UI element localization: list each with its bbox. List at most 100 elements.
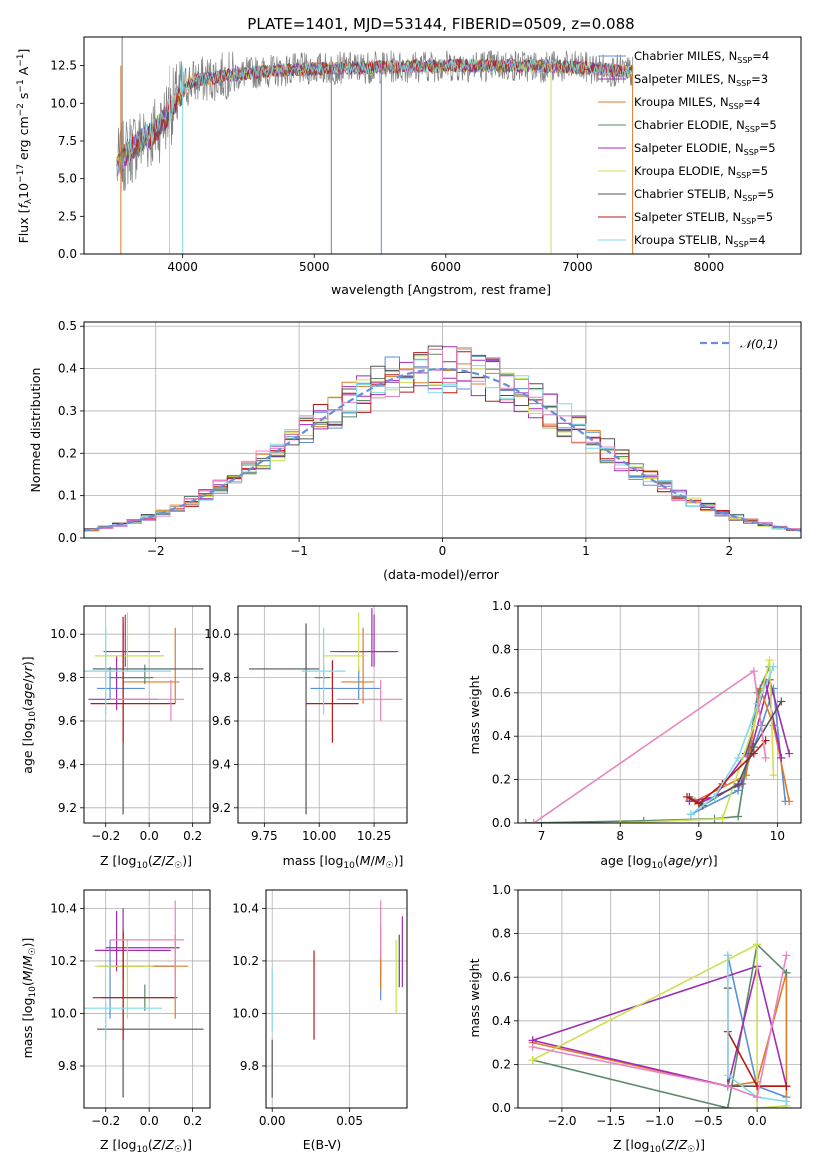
age-vs-mass-xlabel: mass [log10(M/M☉)] [283, 853, 404, 871]
weight-marker [753, 1093, 762, 1102]
legend-entry-name: Salpeter STELIB, N [634, 210, 741, 224]
weight-marker [694, 799, 703, 808]
x-tick-label: 0.0 [140, 829, 159, 843]
histogram-extra-pink [84, 348, 801, 530]
data-layer [116, 37, 634, 254]
y-tick-label: 10.0 [50, 627, 77, 641]
legend-entry: 𝒩(0,1) [740, 337, 778, 351]
weight-line [698, 676, 790, 805]
x-tick-label: 9 [695, 829, 703, 843]
legend-entry-count: =5 [751, 164, 768, 178]
legend-entry: Salpeter ELODIE, NSSP=5 [634, 141, 776, 157]
legend-entry-name: Chabrier MILES, N [634, 49, 737, 63]
weight-marker [753, 940, 762, 949]
x-tick-label: 8000 [694, 260, 725, 274]
y-tick-label: 0.5 [58, 319, 77, 333]
legend-entry-name: Kroupa ELODIE, N [634, 164, 736, 178]
spectrum-plot-area: 4000 5000 6000 7000 8000 0.0 2.5 5.0 7.5 10.0 12.5… [50, 36, 802, 274]
axes-frame [237, 605, 408, 824]
weight-line [533, 669, 767, 823]
y-tick-label: 1.0 [492, 883, 511, 897]
y-tick-label: 12.5 [50, 59, 77, 73]
y-tick-label: 0.2 [58, 446, 77, 460]
axes-frame [517, 605, 802, 824]
mass-vs-extinction-xlabel: E(B-V) [303, 1137, 342, 1152]
x-tick-label: 5000 [299, 260, 330, 274]
axes-frame [83, 889, 211, 1109]
x-tick-label: 1 [582, 544, 590, 558]
mass-vs-metallicity-ylabel: mass [log10(M/M☉)] [20, 938, 38, 1059]
x-tick-label: −0.5 [694, 1114, 723, 1128]
weight-marker [782, 1097, 791, 1106]
model-line-kroupa-stelib [116, 57, 633, 173]
y-tick-label: 10.4 [232, 901, 259, 915]
legend-entry: Salpeter MILES, NSSP=3 [634, 72, 768, 88]
legend-entry-subscript: SSP [736, 79, 751, 88]
weight-vs-metallicity-xlabel: Z [log10(Z/Z☉)] [613, 1137, 705, 1155]
spectrum-title: PLATE=1401, MJD=53144, FIBERID=0509, z=0… [247, 15, 634, 33]
legend-entry-count: =5 [760, 118, 777, 132]
x-tick-label: 0.0 [748, 1114, 767, 1128]
y-tick-label: 10.2 [50, 954, 77, 968]
legend-entry-subscript: SSP [734, 240, 749, 249]
weight-line [532, 943, 787, 1108]
axes-frame [83, 321, 802, 539]
x-tick-label: 0.0 [140, 1114, 159, 1128]
axes-frame [83, 605, 211, 824]
x-tick-label: 10 [770, 829, 785, 843]
legend-entry-subscript: SSP [741, 217, 756, 226]
x-tick-label: −0.2 [91, 1114, 120, 1128]
data-layer [248, 608, 403, 815]
weight-line [525, 666, 771, 823]
spectrum-xlabel: wavelength [Angstrom, rest frame] [331, 282, 551, 297]
x-tick-label: −2 [147, 544, 165, 558]
weight-marker [749, 667, 758, 676]
y-tick-label: 0.4 [492, 1014, 511, 1028]
legend-entry: Chabrier ELODIE, NSSP=5 [634, 118, 777, 134]
y-tick-label: 9.2 [212, 801, 231, 815]
x-tick-label: 2 [725, 544, 733, 558]
weight-marker [785, 749, 794, 758]
weight-marker [686, 810, 695, 819]
weight-marker [761, 753, 770, 762]
legend-entry: Kroupa ELODIE, NSSP=5 [634, 164, 768, 180]
mass-vs-extinction-panel: 0.00 0.05 9.8 10.0 10.2 10.4 E(B-V) [232, 889, 408, 1152]
weight-vs-metallicity-plot-area: −2.0 −1.5 −1.0 −0.5 0.0 0.0 0.2 0.4 0.6 0.8 1.0 [492, 883, 802, 1128]
axes-frame [83, 36, 802, 255]
x-tick-label: 0.2 [183, 829, 202, 843]
data-layer [271, 900, 403, 1098]
legend-entry-name: Chabrier STELIB, N [634, 187, 742, 201]
age-vs-metallicity-panel: −0.2 0.0 0.2 9.2 9.4 9.6 9.8 10.0 Z [log10(Z/Z☉… [20, 605, 211, 871]
legend-entry-count: =5 [757, 187, 774, 201]
data-layer [84, 345, 801, 532]
age-vs-metallicity-plot-area: −0.2 0.0 0.2 9.2 9.4 9.6 9.8 10.0 [50, 605, 211, 843]
y-tick-label: 7.5 [58, 134, 77, 148]
y-tick-label: 9.6 [212, 714, 231, 728]
x-tick-label: −0.2 [91, 829, 120, 843]
y-tick-label: 9.8 [240, 1059, 259, 1073]
age-vs-metallicity-ylabel: age [log10(age/yr)] [20, 656, 38, 773]
legend-entry-subscript: SSP [742, 194, 757, 203]
weight-marker [749, 749, 758, 758]
weight-marker [528, 1042, 537, 1051]
y-tick-label: 10.0 [50, 96, 77, 110]
legend-entry-name: Salpeter MILES, N [634, 72, 736, 86]
y-tick-label: 10.2 [232, 954, 259, 968]
y-tick-label: 1.0 [492, 599, 511, 613]
weight-line [532, 955, 788, 1099]
legend-entry-subscript: SSP [729, 102, 744, 111]
weight-marker [529, 819, 538, 823]
legend-entry-subscript: SSP [745, 125, 760, 134]
legend-entry-count: =4 [752, 49, 769, 63]
weight-marker [741, 771, 750, 780]
legend-entry: Kroupa STELIB, NSSP=4 [634, 233, 765, 249]
data-layer [528, 940, 791, 1108]
y-tick-label: 10.0 [232, 1006, 259, 1020]
x-tick-label: 10.25 [357, 829, 391, 843]
weight-marker [782, 968, 791, 977]
y-tick-label: 0.4 [58, 362, 77, 376]
y-tick-label: 9.4 [212, 757, 231, 771]
weight-marker [777, 753, 786, 762]
mass-vs-metallicity-plot-area: −0.2 0.0 0.2 9.8 10.0 10.2 10.4 [50, 889, 211, 1128]
